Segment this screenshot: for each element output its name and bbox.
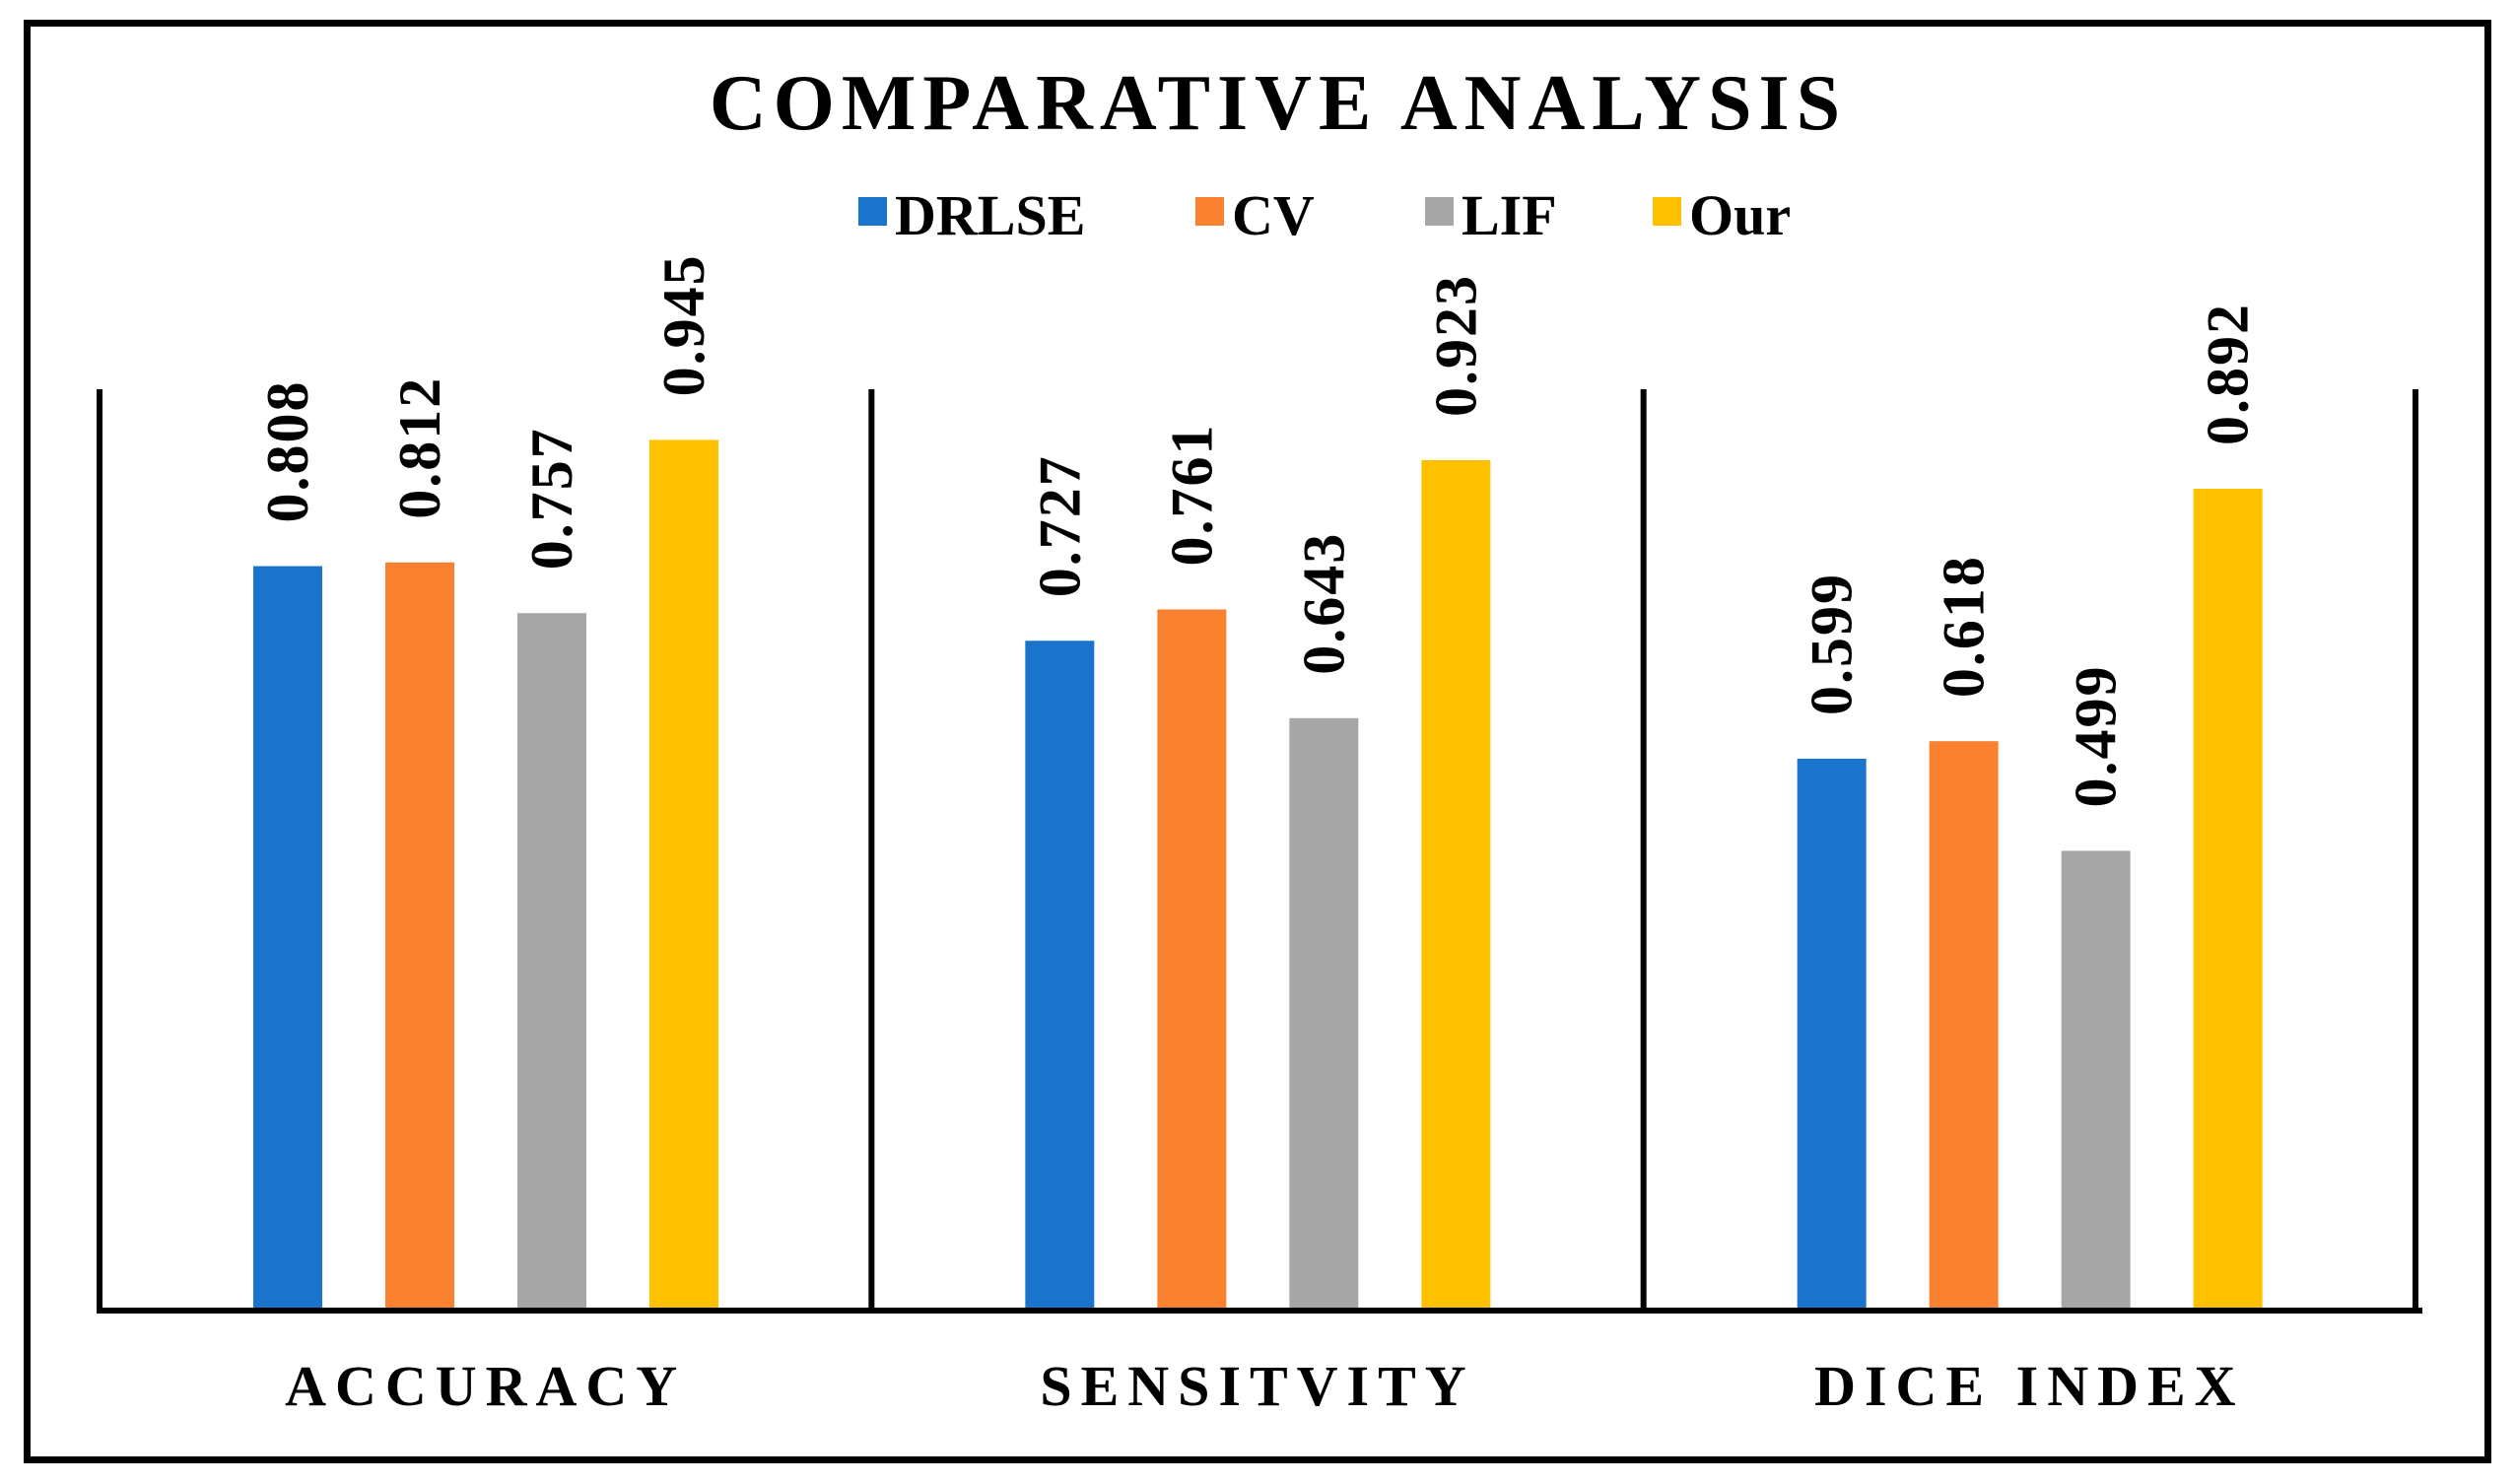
data-label-lif-accuracy: 0.757 (519, 427, 584, 570)
category-label-sensitvity: SENSITVITY (1040, 1354, 1474, 1418)
legend-item-cv: CV (1195, 187, 1315, 244)
bar-our-dice-index (2193, 488, 2263, 1312)
bar-cv-sensitvity (1157, 609, 1227, 1311)
bar-our-sensitvity (1421, 459, 1491, 1311)
bar-lif-sensitvity (1289, 717, 1359, 1311)
bar-our-accuracy (649, 439, 718, 1311)
chart-title: COMPARATIVE ANALYSIS (709, 60, 1848, 147)
chart-frame (24, 20, 2491, 1463)
data-label-drlse-dice-index: 0.599 (1800, 573, 1865, 715)
legend-label-lif: LIF (1462, 183, 1557, 247)
legend-item-lif: LIF (1425, 187, 1557, 244)
bar-lif-accuracy (517, 613, 586, 1311)
data-label-lif-sensitvity: 0.643 (1291, 532, 1356, 675)
bar-lif-dice-index (2061, 850, 2131, 1311)
legend-swatch-drlse (858, 197, 887, 226)
legend-swatch-lif (1425, 197, 1454, 226)
data-label-cv-dice-index: 0.618 (1932, 555, 1997, 698)
legend-swatch-our (1653, 197, 1681, 226)
bar-cv-dice-index (1929, 741, 1999, 1311)
legend: DRLSE CV LIF Our (0, 187, 2516, 244)
data-label-drlse-sensitvity: 0.727 (1027, 454, 1092, 597)
bar-drlse-sensitvity (1025, 641, 1095, 1311)
legend-label-drlse: DRLSE (895, 183, 1086, 247)
data-label-drlse-accuracy: 0.808 (255, 380, 320, 523)
legend-label-our: Our (1689, 183, 1792, 247)
legend-item-our: Our (1653, 187, 1791, 244)
data-label-lif-dice-index: 0.499 (2064, 664, 2129, 807)
data-label-our-dice-index: 0.892 (2196, 303, 2261, 445)
legend-swatch-cv (1195, 197, 1224, 226)
category-label-accuracy: ACCURACY (285, 1354, 686, 1418)
category-label-dice-index: DICE INDEX (1814, 1354, 2244, 1418)
data-label-our-sensitvity: 0.923 (1423, 274, 1488, 417)
data-label-cv-sensitvity: 0.761 (1159, 423, 1224, 566)
bar-drlse-accuracy (253, 566, 322, 1311)
bar-cv-accuracy (385, 562, 454, 1311)
legend-label-cv: CV (1232, 183, 1315, 247)
legend-item-drlse: DRLSE (858, 187, 1085, 244)
data-label-our-accuracy: 0.945 (651, 253, 716, 396)
bar-drlse-dice-index (1797, 758, 1867, 1311)
data-label-cv-accuracy: 0.812 (387, 376, 452, 519)
